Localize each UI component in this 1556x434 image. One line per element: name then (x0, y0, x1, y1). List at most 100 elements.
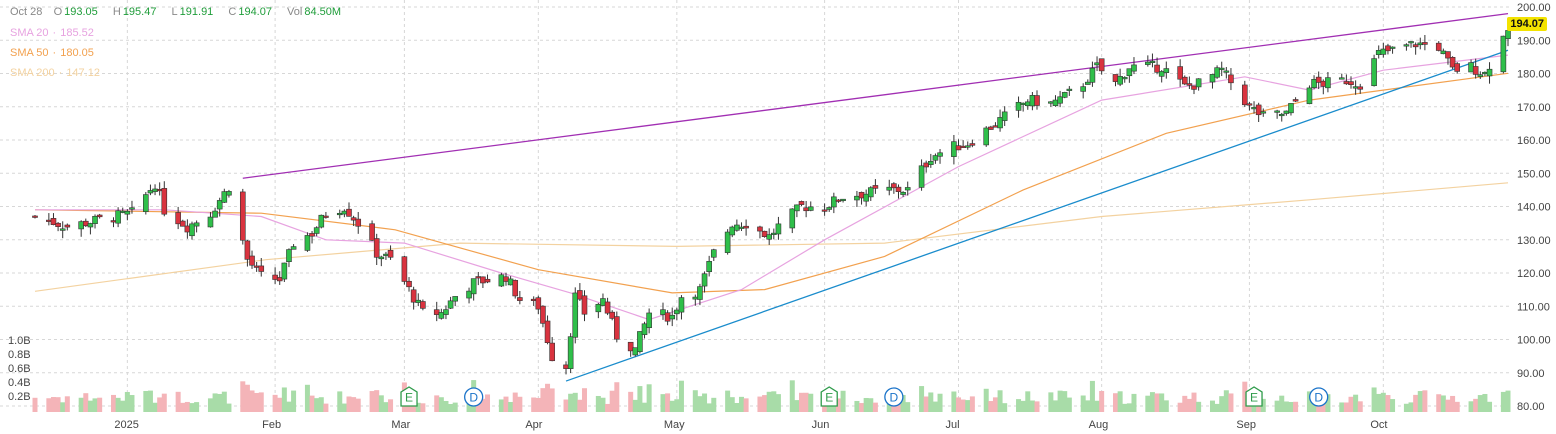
event-marker-label: E (1250, 391, 1258, 405)
earnings-icon: E (400, 386, 418, 407)
sma50-value: 180.05 (60, 47, 94, 59)
candle-body (988, 126, 994, 130)
volume-bar (1348, 396, 1354, 412)
volume-bar (1177, 402, 1183, 412)
volume-bar (992, 397, 998, 412)
dividend-icon: D (884, 387, 904, 407)
volume-bar (1052, 400, 1058, 412)
volume-bar (1020, 400, 1026, 412)
volume-bar (1085, 400, 1091, 412)
sma20-value: 185.52 (60, 27, 94, 39)
candle-body (891, 183, 897, 189)
volume-bar (97, 397, 103, 412)
volume-bar (355, 398, 361, 412)
candle-body (807, 206, 814, 211)
volume-bar (420, 403, 426, 412)
price-tick-label: 100.00 (1517, 335, 1551, 347)
vol-value: 84.50M (304, 6, 342, 18)
sma200-value: 147.12 (66, 67, 100, 79)
event-marker-label: D (890, 391, 899, 405)
volume-bar (937, 393, 943, 412)
volume-bar (1223, 390, 1229, 412)
candle-body (895, 186, 902, 192)
time-tick-label: Feb (262, 419, 281, 431)
volume-bar (549, 388, 555, 412)
candle-body (1417, 42, 1424, 46)
volume-bar (540, 388, 546, 412)
candle-body (1288, 103, 1294, 114)
sma50-legend[interactable]: SMA 50 · 180.05 (10, 47, 94, 59)
candle-body (336, 212, 343, 216)
price-axis: 80.00 90.00 100.00 110.00 120.00 130.00 140.00… (1517, 2, 1551, 413)
candle-body (1246, 103, 1253, 106)
volume-bar (1196, 401, 1202, 412)
candle-body (1348, 81, 1354, 85)
earnings-icon: E (1245, 386, 1263, 407)
candle-body (507, 278, 514, 286)
candle-body (406, 280, 412, 288)
candle-body (1403, 44, 1410, 47)
close-value: 194.07 (238, 6, 272, 18)
candle-body (161, 188, 168, 215)
candle-body (115, 210, 121, 224)
volume-bar (512, 392, 518, 412)
time-tick-label: Sep (1236, 419, 1256, 431)
event-marker-label: D (1314, 391, 1323, 405)
volume-bar (1413, 394, 1419, 412)
volume-bar (1057, 390, 1063, 412)
candle-body (175, 212, 181, 225)
volume-bar (212, 393, 218, 412)
candle-body (854, 195, 860, 201)
candle-body (387, 249, 394, 258)
volume-bar (1099, 391, 1105, 412)
candle-body (1186, 83, 1193, 86)
volume-bar (660, 394, 666, 412)
chart-grid (0, 0, 1512, 412)
volume-bar (143, 390, 149, 412)
volume-bar (738, 396, 744, 412)
volume-bar (1122, 403, 1128, 412)
volume-bar (1279, 395, 1285, 412)
volume-bar (1149, 392, 1155, 412)
volume-bar (258, 392, 264, 412)
sma200-legend[interactable]: SMA 200 · 147.12 (10, 67, 100, 79)
candle-body (669, 314, 676, 320)
candle-body (1181, 76, 1188, 85)
candle-body (1352, 86, 1359, 89)
volume-bar (124, 391, 130, 412)
dividend-marker-shape (464, 387, 484, 407)
candle-body (1066, 88, 1073, 91)
candle-body (1080, 86, 1086, 92)
volume-bar (46, 398, 52, 412)
volume-bar (900, 395, 906, 412)
price-tick-label: 140.00 (1517, 202, 1551, 214)
candle-body (789, 208, 796, 229)
candle-body (1389, 46, 1396, 49)
volume-bar (64, 396, 70, 412)
candle-body (433, 309, 440, 315)
candle-body (710, 249, 717, 258)
candle-body (1024, 101, 1031, 107)
candle-body (346, 208, 352, 217)
candle-body (581, 295, 588, 315)
header-date: Oct 28 (10, 6, 43, 18)
volume-bar (642, 402, 648, 412)
volume-bar (863, 397, 869, 412)
volume-bar (309, 395, 315, 412)
candle-body (567, 336, 574, 369)
sma20-legend[interactable]: SMA 20 · 185.52 (10, 27, 94, 39)
volume-bar (388, 399, 394, 412)
sma20-label: SMA 20 (10, 27, 49, 39)
candle-body (757, 226, 763, 232)
volume-bar (1089, 380, 1095, 412)
volume-bar (1325, 394, 1331, 412)
volume-bar (1080, 395, 1086, 412)
candle-body (803, 207, 809, 212)
candle-body (249, 255, 255, 266)
candle-body (1214, 67, 1220, 78)
candle-body (1320, 80, 1327, 87)
candle-body (794, 204, 800, 212)
volume-bar (725, 390, 731, 412)
volume-bar (743, 398, 749, 412)
